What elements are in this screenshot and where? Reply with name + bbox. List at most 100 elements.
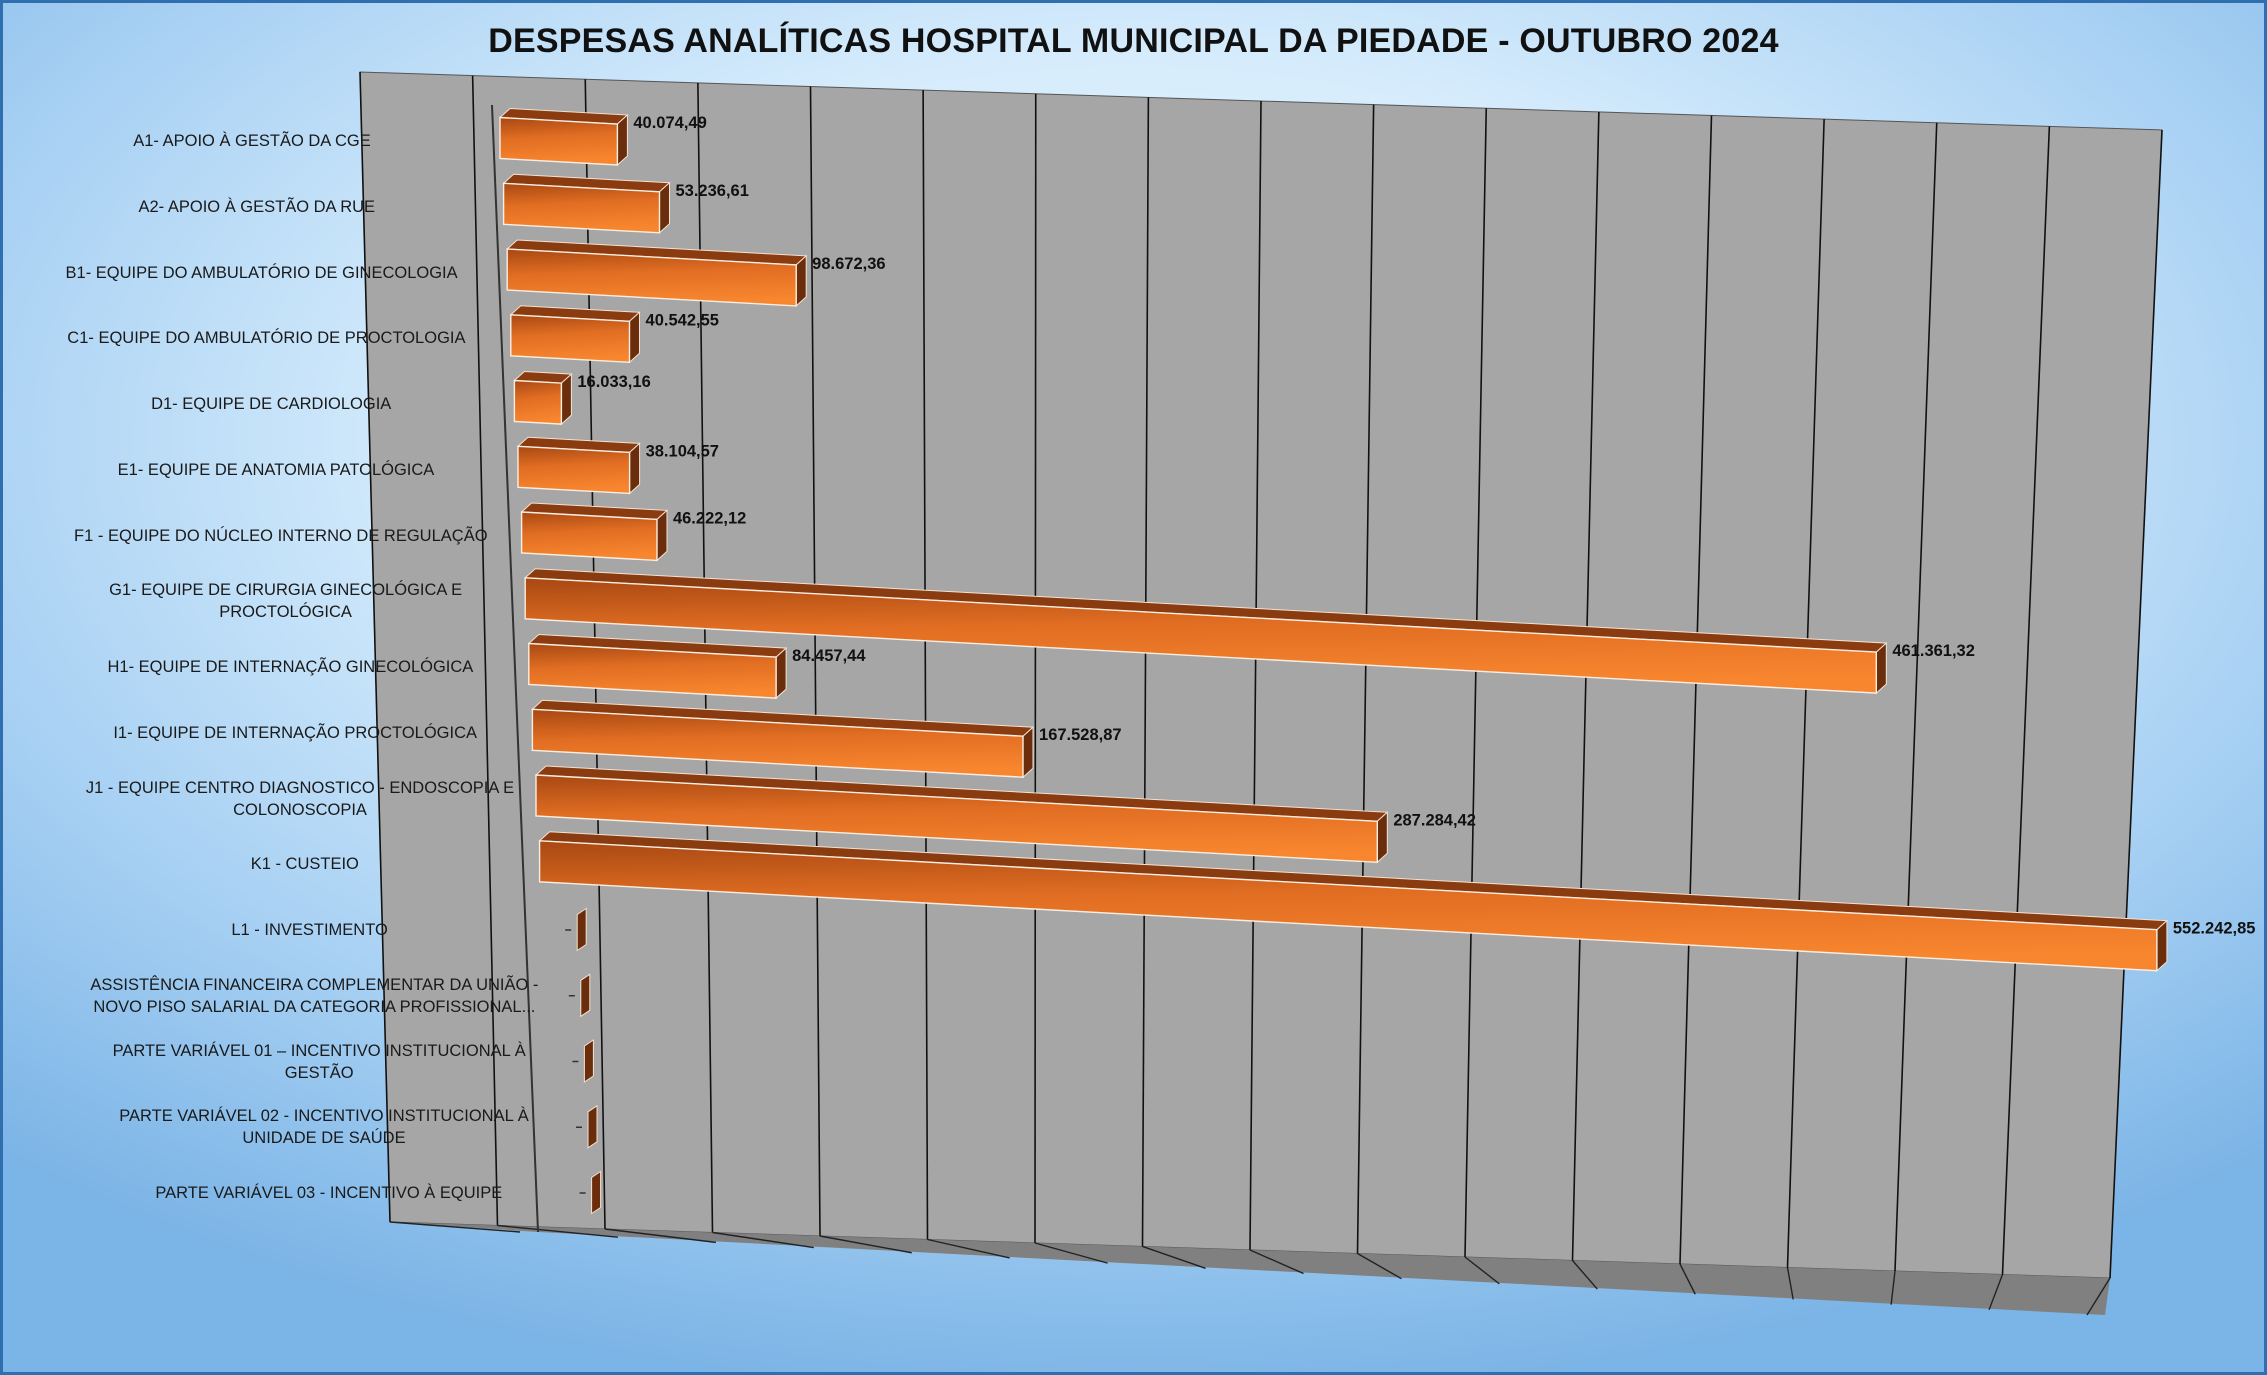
gridline-vertical <box>2109 129 2163 1279</box>
category-label: D1- EQUIPE DE CARDIOLOGIA <box>41 393 501 415</box>
gridline-vertical <box>1464 108 1488 1258</box>
category-label: K1 - CUSTEIO <box>75 853 535 875</box>
category-label-line: D1- EQUIPE DE CARDIOLOGIA <box>151 395 392 413</box>
category-label-line: A2- APOIO À GESTÃO DA RUE <box>138 197 376 216</box>
gridline-vertical <box>1786 119 1825 1268</box>
gridline-floor <box>2086 1277 2111 1316</box>
data-label: 40.542,55 <box>646 311 719 329</box>
gridline-floor <box>712 1231 814 1249</box>
gridline-vertical <box>1571 111 1600 1261</box>
bar-side <box>1022 726 1034 779</box>
gridline-floor <box>389 1221 521 1233</box>
bar-side <box>795 254 807 308</box>
gridline-floor <box>1464 1256 1500 1285</box>
category-label: E1- EQUIPE DE ANATOMIA PATOLÓGICA <box>46 459 506 481</box>
gridline-floor <box>1786 1267 1794 1300</box>
bar-zero <box>576 907 587 952</box>
category-label: F1 - EQUIPE DO NÚCLEO INTERNO DE REGULAÇ… <box>51 525 511 547</box>
bar <box>535 774 1379 864</box>
category-label: L1 - INVESTIMENTO <box>80 919 540 941</box>
bar-side <box>2156 919 2168 972</box>
gridline-floor <box>1988 1274 2004 1311</box>
category-label-line: NOVO PISO SALARIAL DA CATEGORIA PROFISSI… <box>93 997 536 1016</box>
bar-zero <box>591 1170 602 1215</box>
bar-side <box>616 113 628 167</box>
category-label: I1- EQUIPE DE INTERNAÇÃO PROCTOLÓGICA <box>65 722 525 744</box>
category-label: PARTE VARIÁVEL 01 – INCENTIVO INSTITUCIO… <box>89 1040 549 1084</box>
bar-side <box>1376 811 1388 864</box>
chart-title: DESPESAS ANALÍTICAS HOSPITAL MUNICIPAL D… <box>488 22 1779 60</box>
category-label: H1- EQUIPE DE INTERNAÇÃO GINECOLÓGICA <box>60 656 520 678</box>
data-label: 167.528,87 <box>1039 726 1122 744</box>
chart-floor <box>390 1222 2110 1315</box>
gridline-vertical <box>1034 93 1037 1244</box>
gridline-floor <box>1679 1263 1696 1295</box>
gridline-floor <box>497 1224 619 1238</box>
category-label: A2- APOIO À GESTÃO DA RUE <box>27 196 487 218</box>
category-label-line: PARTE VARIÁVEL 02 - INCENTIVO INSTITUCIO… <box>119 1107 529 1126</box>
category-label: A1- APOIO À GESTÃO DA CGE <box>22 130 482 152</box>
category-label: G1- EQUIPE DE CIRURGIA GINECOLÓGICA E PRO… <box>56 579 516 623</box>
category-label-line: PARTE VARIÁVEL 03 - INCENTIVO À EQUIPE <box>155 1184 503 1202</box>
gridline-vertical <box>1249 100 1262 1251</box>
bar <box>499 116 619 166</box>
bar-side <box>629 311 640 364</box>
bar-side <box>656 509 668 562</box>
gridline-vertical <box>809 86 821 1237</box>
chart-bars <box>498 107 2169 1215</box>
bar-zero <box>583 1039 594 1083</box>
gridline-floor <box>1249 1249 1304 1275</box>
category-label-line: C1- EQUIPE DO AMBULATÓRIO DE PROCTOLOGIA <box>67 329 466 348</box>
gridline-floor <box>1034 1242 1108 1264</box>
bar <box>513 379 563 425</box>
bar <box>510 314 631 364</box>
category-label-line: K1 - CUSTEIO <box>250 855 359 874</box>
bar <box>538 840 2158 972</box>
data-label: 46.222,12 <box>673 509 746 527</box>
gridline-vertical <box>922 90 929 1240</box>
gridline-floor <box>604 1228 716 1244</box>
bar <box>517 445 631 495</box>
category-label: J1 - EQUIPE CENTRO DIAGNOSTICO - ENDOSCO… <box>70 777 530 821</box>
category-label-line: I1- EQUIPE DE INTERNAÇÃO PROCTOLÓGICA <box>113 723 478 742</box>
category-label-line: G1- EQUIPE DE CIRURGIA GINECOLÓGICA E <box>109 581 463 600</box>
gridline-floor <box>1890 1270 1896 1305</box>
category-label-line: PARTE VARIÁVEL 01 – INCENTIVO INSTITUCIO… <box>112 1041 526 1060</box>
category-label-line: L1 - INVESTIMENTO <box>231 921 388 939</box>
data-label: 461.361,32 <box>1892 642 1975 660</box>
gridline-vertical <box>2001 126 2051 1275</box>
data-label: 287.284,42 <box>1393 811 1476 829</box>
data-label: 16.033,16 <box>577 373 650 391</box>
gridline-vertical <box>1141 97 1150 1247</box>
category-label-line: E1- EQUIPE DE ANATOMIA PATOLÓGICA <box>117 460 435 479</box>
category-label: B1- EQUIPE DO AMBULATÓRIO DE GINECOLOGIA <box>32 262 492 284</box>
bar-side <box>629 442 641 495</box>
data-label: 84.457,44 <box>792 647 866 665</box>
category-label: PARTE VARIÁVEL 02 - INCENTIVO INSTITUCIO… <box>94 1105 554 1149</box>
gridline-floor <box>1357 1252 1402 1280</box>
gridline-vertical <box>359 71 391 1223</box>
data-label: 40.074,49 <box>633 114 706 132</box>
category-label-line: ASSISTÊNCIA FINANCEIRA COMPLEMENTAR DA U… <box>90 975 539 994</box>
data-label: 98.672,36 <box>812 255 885 273</box>
bar <box>531 708 1024 778</box>
y-axis-line <box>491 104 539 1233</box>
bar-side <box>775 646 787 700</box>
category-label-line: GESTÃO <box>284 1063 354 1082</box>
category-label: C1- EQUIPE DO AMBULATÓRIO DE PROCTOLOGIA <box>36 327 496 349</box>
bar-side <box>659 181 670 234</box>
category-label-line: B1- EQUIPE DO AMBULATÓRIO DE GINECOLOGIA <box>65 263 458 282</box>
bar <box>528 642 777 699</box>
category-label-line: UNIDADE DE SAÚDE <box>242 1129 406 1148</box>
bar <box>502 182 661 234</box>
gridline-floor <box>819 1235 912 1254</box>
bar-side <box>560 372 572 426</box>
category-label-line: A1- APOIO À GESTÃO DA CGE <box>133 132 371 150</box>
gridline-floor <box>1142 1245 1206 1269</box>
category-label-line: J1 - EQUIPE CENTRO DIAGNOSTICO - ENDOSCO… <box>85 778 515 797</box>
gridline-vertical <box>1894 122 1938 1272</box>
category-label: ASSISTÊNCIA FINANCEIRA COMPLEMENTAR DA U… <box>84 974 544 1018</box>
gridline-vertical <box>1679 115 1713 1265</box>
category-label-line: H1- EQUIPE DE INTERNAÇÃO GINECOLÓGICA <box>107 658 474 676</box>
